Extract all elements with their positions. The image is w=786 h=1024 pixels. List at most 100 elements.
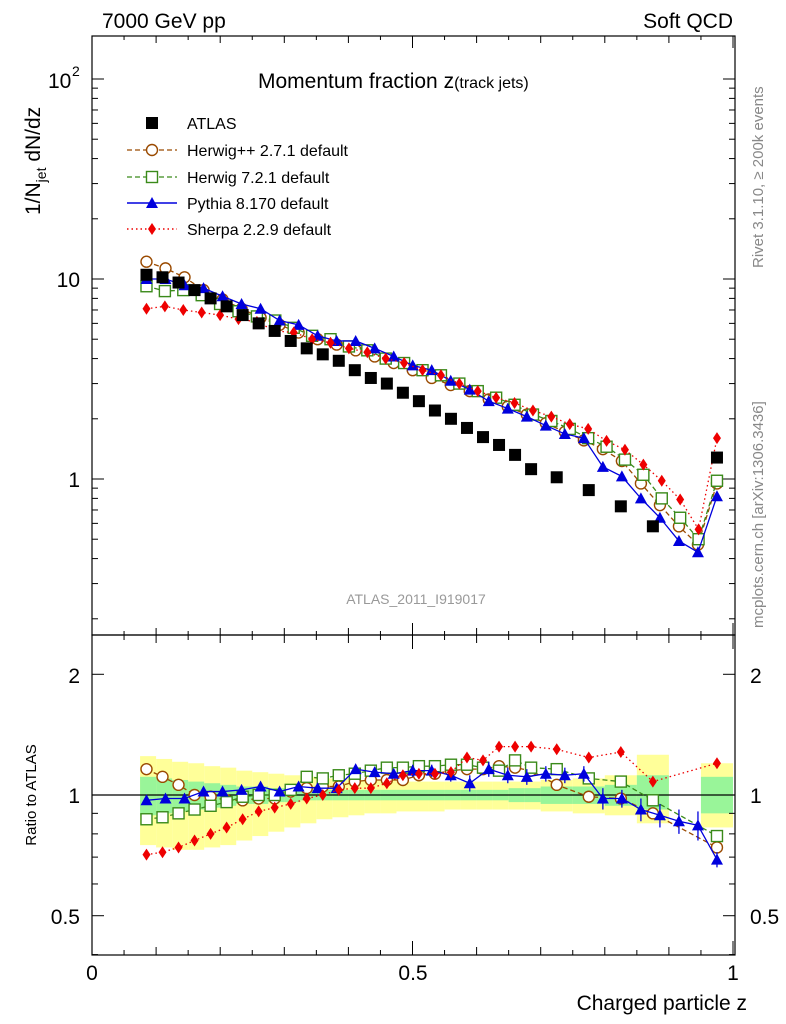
ratio-point-herwig7: [332, 769, 345, 782]
ratio-band-inner: [140, 776, 157, 816]
energy-label: 7000 GeV pp: [102, 10, 226, 33]
main-point-herwigpp: [140, 255, 153, 268]
ratio-point-pythia: [634, 803, 647, 815]
main-point-pythia: [691, 546, 704, 558]
ratio-point-sherpa: [270, 801, 279, 814]
main-point-pythia: [368, 342, 381, 354]
ratio-point-sherpa: [350, 782, 359, 795]
legend-marker-sherpa: [148, 223, 156, 235]
ratio-point-herwigpp: [156, 770, 169, 784]
chart-title: Momentum fraction z(track jets): [258, 70, 529, 93]
main-ytick-label-1: 1: [68, 469, 80, 492]
source-label: mcplots.cern.ch [arXiv:1306.3436]: [750, 401, 767, 628]
ratio-point-herwigpp: [140, 762, 153, 776]
main-point-sherpa: [510, 396, 519, 409]
main-point-sherpa: [344, 342, 353, 355]
main-point-pythia: [254, 302, 267, 314]
main-point-atlas: [614, 500, 627, 513]
main-line-sherpa: [146, 305, 718, 532]
main-point-atlas: [396, 386, 409, 399]
legend-marker-pythia: [146, 197, 158, 208]
ratio-point-sherpa: [318, 789, 327, 801]
ratio-point-pythia: [577, 767, 590, 779]
main-ylabel-main: 1/N: [22, 182, 45, 215]
ratio-point-sherpa: [238, 813, 247, 826]
ratio-point-sherpa: [142, 848, 151, 861]
main-point-atlas: [582, 484, 595, 497]
ratio-point-pythia: [653, 809, 666, 821]
main-point-atlas: [188, 284, 201, 297]
ratio-point-pythia: [615, 792, 628, 804]
main-point-pythia: [653, 511, 666, 523]
main-point-sherpa: [492, 391, 501, 404]
legend-marker-herwig7: [145, 170, 159, 184]
ratio-point-pythia: [691, 819, 704, 831]
ratio-point-herwig7: [508, 754, 522, 767]
ratio-point-pythia: [216, 785, 229, 797]
ratio-point-herwig7: [188, 803, 201, 816]
ratio-point-pythia: [197, 785, 210, 797]
xtick-label-0.5: 0.5: [398, 962, 427, 985]
main-data-series: [140, 255, 724, 558]
xlabel: Charged particle z: [577, 992, 747, 1015]
main-point-sherpa: [584, 422, 593, 435]
ratio-ytick-label-1-right: 1: [750, 785, 762, 808]
main-point-atlas: [509, 448, 522, 461]
ratio-point-herwig7: [710, 829, 724, 843]
chart-title-sub: (track jets): [454, 75, 529, 92]
ratio-point-herwigpp: [550, 778, 563, 792]
legend-label-pythia: Pythia 8.170 default: [187, 196, 329, 213]
main-point-atlas: [428, 404, 441, 417]
ratio-point-pythia: [292, 780, 305, 792]
ratio-plot-panel: 2 1 0.5 2 1 0.5 Ratio to ATLAS 0 0.5 1 C…: [23, 634, 779, 1015]
ratio-ytick-label-0.5: 0.5: [51, 906, 80, 929]
main-point-atlas: [550, 471, 563, 484]
ratio-point-herwigpp: [172, 778, 185, 792]
main-point-sherpa: [179, 303, 188, 316]
main-point-sherpa: [142, 302, 151, 315]
ratio-point-sherpa: [286, 797, 295, 810]
ratio-point-pythia: [273, 785, 286, 797]
ratio-point-pythia: [254, 780, 267, 792]
legend-entry-sherpa: Sherpa 2.2.9 default: [127, 222, 332, 239]
main-point-sherpa: [197, 306, 206, 319]
ratio-data-series: [140, 740, 724, 868]
ratio-point-sherpa: [430, 767, 439, 780]
main-point-pythia: [634, 492, 647, 504]
main-point-atlas: [380, 377, 393, 390]
main-point-atlas: [268, 324, 281, 337]
ratio-point-sherpa: [511, 740, 520, 753]
main-point-atlas: [525, 463, 538, 476]
main-point-pythia: [482, 395, 495, 407]
legend-label-herwigpp: Herwig++ 2.7.1 default: [187, 143, 349, 160]
ratio-point-herwig7: [300, 770, 313, 784]
xtick-label-1: 1: [727, 962, 739, 985]
main-point-atlas: [460, 421, 473, 434]
rivet-version-label: Rivet 3.1.10, ≥ 200k events: [750, 86, 767, 268]
ratio-point-pythia: [235, 783, 248, 795]
main-point-atlas: [316, 348, 329, 361]
main-axis-ticks: [91, 36, 735, 635]
ratio-point-sherpa: [462, 751, 471, 764]
main-point-atlas: [364, 371, 377, 384]
ratio-point-pythia: [349, 763, 362, 775]
legend-label-herwig7: Herwig 7.2.1 default: [187, 170, 330, 187]
main-point-pythia: [463, 383, 476, 395]
ratio-point-sherpa: [616, 746, 625, 759]
main-point-sherpa: [565, 418, 574, 431]
legend-label-sherpa: Sherpa 2.2.9 default: [187, 222, 332, 239]
main-point-atlas: [204, 292, 217, 305]
ratio-point-herwig7: [220, 795, 233, 809]
main-point-sherpa: [676, 493, 685, 506]
main-point-sherpa: [639, 458, 648, 471]
ratio-point-sherpa: [222, 821, 231, 834]
ratio-ylabel: Ratio to ATLAS: [23, 744, 40, 845]
main-ylabel-sub: jet: [33, 167, 49, 183]
legend-label-atlas: ATLAS: [187, 116, 237, 133]
main-point-atlas: [172, 276, 185, 289]
main-point-sherpa: [547, 410, 556, 423]
ratio-plot-frame: [91, 634, 736, 956]
legend-entry-pythia: Pythia 8.170 default: [127, 196, 329, 213]
main-point-pythia: [349, 334, 362, 346]
ratio-point-sherpa: [479, 754, 488, 767]
